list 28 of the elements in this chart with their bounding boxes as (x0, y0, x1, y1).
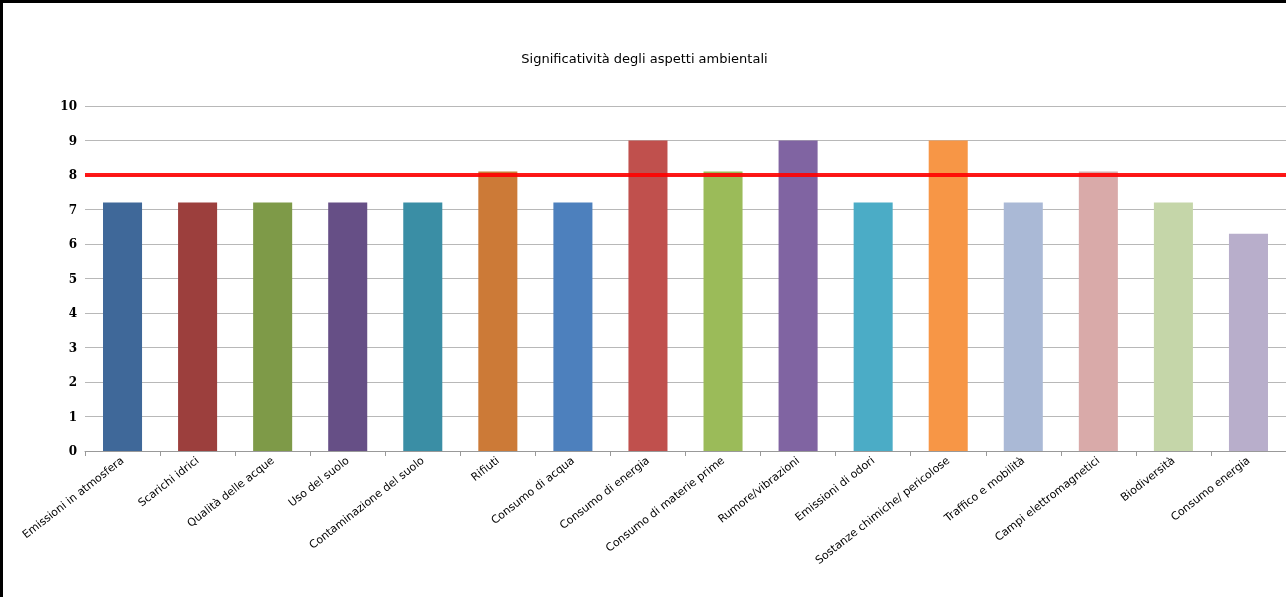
bar (403, 202, 443, 451)
y-tick-label: 5 (68, 271, 77, 286)
bar (853, 202, 893, 451)
bar (1078, 171, 1118, 451)
y-tick-label: 6 (68, 237, 77, 251)
bar (1153, 202, 1193, 451)
bar (103, 202, 143, 451)
y-tick-label: 8 (68, 168, 77, 182)
y-tick-label: 7 (68, 202, 77, 217)
bar (628, 140, 668, 451)
y-tick-label: 2 (68, 375, 77, 389)
bar (253, 202, 293, 451)
bar (928, 140, 968, 451)
bar (553, 202, 593, 451)
y-tick-label: 4 (68, 306, 77, 320)
bar (478, 171, 518, 451)
bar (1003, 202, 1043, 451)
bar (178, 202, 218, 451)
bar (1228, 233, 1268, 451)
y-tick-label: 9 (68, 133, 77, 148)
chart-title: Significatività degli aspetti ambientali (521, 51, 768, 66)
y-tick-label: 0 (68, 444, 77, 458)
y-tick-label: 10 (60, 99, 77, 113)
bar (778, 140, 818, 451)
bar (328, 202, 368, 451)
bar (703, 171, 743, 451)
y-tick-label: 3 (68, 340, 77, 355)
y-tick-label: 1 (68, 409, 77, 424)
